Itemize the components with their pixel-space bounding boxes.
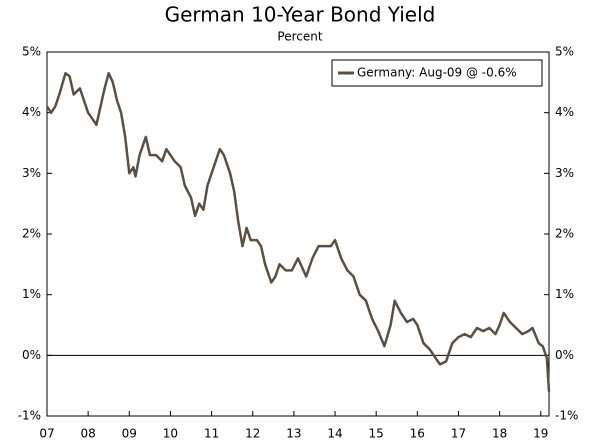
x-tick-label: 07 [39,427,54,441]
x-tick-label: 17 [451,427,466,441]
y2-tick-label: 1% [555,287,574,301]
x-tick-label: 19 [533,427,548,441]
chart-title: German 10-Year Bond Yield [165,3,436,27]
y-tick-label: 1% [22,287,41,301]
plot-frame [46,51,550,417]
y-tick-label: 4% [22,105,41,119]
x-tick-label: 16 [410,427,425,441]
y2-tick-label: 5% [555,45,574,59]
x-tick-label: 18 [492,427,507,441]
y2-tick-label: 0% [555,348,574,362]
y2-tick-label: 3% [555,166,574,180]
x-tick-label: 10 [163,427,178,441]
chart-subtitle: Percent [277,30,322,44]
x-tick-label: 13 [286,427,301,441]
y-tick-label: 5% [22,45,41,59]
y-tick-label: 2% [22,227,41,241]
x-tick-label: 14 [327,427,342,441]
x-tick-label: 09 [122,427,137,441]
y-tick-label: -1% [18,409,41,423]
y2-tick-label: -1% [555,409,578,423]
y2-tick-label: 2% [555,227,574,241]
y-tick-label: 0% [22,348,41,362]
x-tick-label: 11 [204,427,219,441]
x-tick-label: 08 [81,427,96,441]
x-tick-label: 15 [369,427,384,441]
x-tick-label: 12 [245,427,260,441]
legend-box [331,59,543,87]
y2-tick-label: 4% [555,105,574,119]
series-line [45,71,551,392]
legend-label: Germany: Aug-09 @ -0.6% [357,66,517,80]
y-tick-label: 3% [22,166,41,180]
